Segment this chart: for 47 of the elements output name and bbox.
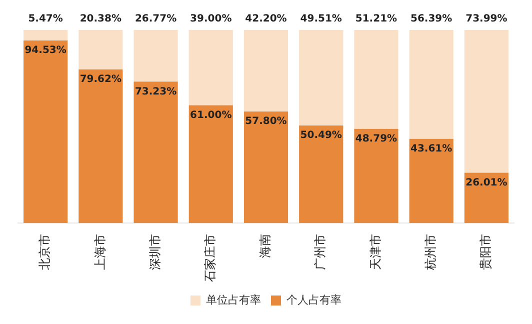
data-label: 5.47% xyxy=(28,14,63,25)
bar xyxy=(299,30,344,126)
x-tick-label: 广州市 xyxy=(313,234,328,270)
data-label: 50.49% xyxy=(300,130,342,142)
legend-label: 单位占有率 xyxy=(206,293,261,306)
data-label: 26.77% xyxy=(134,14,177,25)
data-label: 73.23% xyxy=(134,86,177,98)
x-tick-label: 石家庄市 xyxy=(203,234,218,282)
data-label: 79.62% xyxy=(80,74,122,85)
data-label: 42.20% xyxy=(245,14,287,25)
data-label: 57.80% xyxy=(245,116,287,128)
data-label: 94.53% xyxy=(24,45,66,56)
x-tick-label: 天津市 xyxy=(368,234,382,270)
bar xyxy=(134,30,178,82)
data-label: 51.21% xyxy=(355,14,398,25)
bar xyxy=(78,69,123,223)
legend-label: 个人占有率 xyxy=(286,293,342,306)
bar xyxy=(409,138,454,223)
data-label: 39.00% xyxy=(190,14,232,25)
data-label: 26.01% xyxy=(466,177,508,188)
bar xyxy=(299,126,344,223)
bar xyxy=(354,30,398,129)
x-tick-label: 上海市 xyxy=(92,234,107,270)
bar xyxy=(24,30,68,41)
data-label: 49.51% xyxy=(300,14,342,25)
data-label: 20.38% xyxy=(80,14,122,25)
x-tick-label: 贵阳市 xyxy=(478,234,493,270)
bar xyxy=(188,105,233,223)
bar xyxy=(464,30,508,173)
bar xyxy=(409,30,454,139)
bar xyxy=(354,128,398,223)
bar xyxy=(134,82,178,223)
data-label: 61.00% xyxy=(190,110,232,121)
data-label: 73.99% xyxy=(466,14,508,25)
x-tick-label: 深圳市 xyxy=(148,234,162,270)
x-tick-label: 北京市 xyxy=(38,234,52,270)
bar xyxy=(24,40,68,223)
bar xyxy=(244,111,288,223)
x-tick-label: 杭州市 xyxy=(423,234,438,271)
bar xyxy=(464,172,508,223)
data-label: 43.61% xyxy=(410,143,452,154)
x-tick-label: 海南 xyxy=(258,234,272,258)
bar xyxy=(78,30,123,70)
data-label: 48.79% xyxy=(355,133,398,144)
bar xyxy=(244,30,288,112)
bar xyxy=(188,30,233,106)
data-label: 56.39% xyxy=(410,14,452,25)
